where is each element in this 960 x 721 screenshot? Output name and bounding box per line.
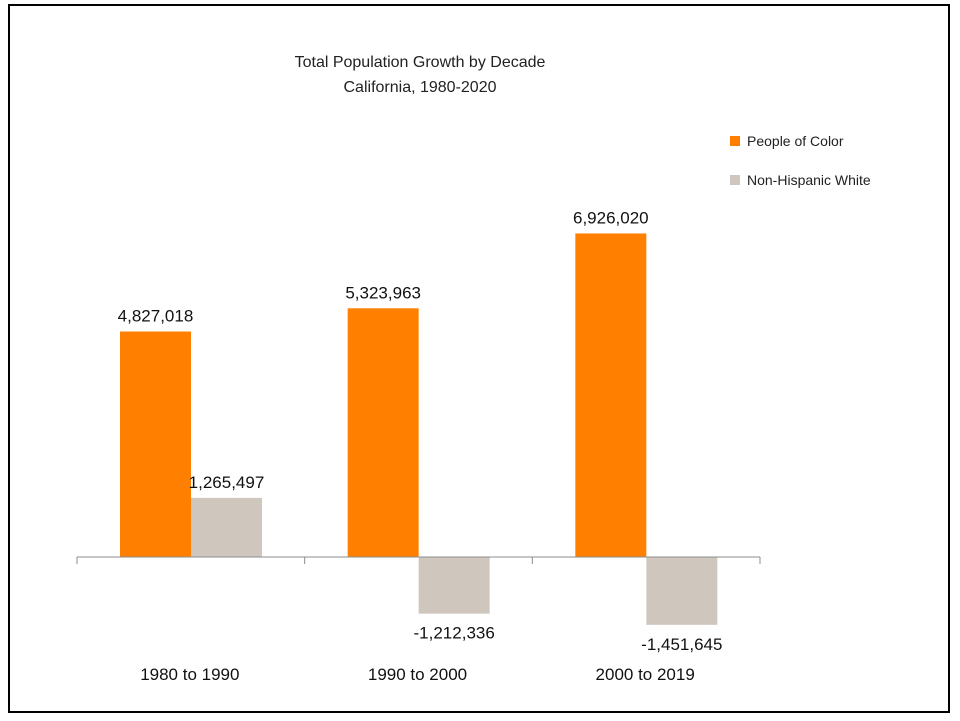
- data-label-non-hispanic-white-1: 1,265,497: [189, 473, 265, 492]
- bar-non-hispanic-white-3: [646, 557, 718, 625]
- data-label-people-of-color-2: 5,323,963: [345, 283, 421, 302]
- x-tick-label-1: 1980 to 1990: [140, 665, 239, 684]
- bar-people-of-color-3: [575, 233, 647, 557]
- data-label-non-hispanic-white-3: -1,451,645: [641, 635, 722, 654]
- data-labels-layer: 4,827,018 1,265,497 5,323,963 -1,212,336 6,9…: [118, 208, 723, 653]
- legend: People of Color Non-Hispanic White: [730, 133, 871, 188]
- population-growth-chart: Total Population Growth by Decade Califo…: [76, 54, 871, 684]
- data-label-people-of-color-3: 6,926,020: [573, 208, 649, 227]
- bar-non-hispanic-white-1: [191, 497, 262, 557]
- x-tick-label-2: 1990 to 2000: [368, 665, 467, 684]
- chart-subtitle: California, 1980-2020: [344, 79, 497, 96]
- bar-people-of-color-2: [347, 308, 419, 557]
- chart-frame: Total Population Growth by Decade Califo…: [8, 4, 950, 713]
- legend-swatch-non-hispanic-white: [730, 175, 740, 185]
- bar-non-hispanic-white-2: [418, 557, 490, 614]
- data-label-non-hispanic-white-2: -1,212,336: [414, 624, 495, 643]
- data-label-people-of-color-1: 4,827,018: [118, 307, 194, 326]
- bar-people-of-color-1: [120, 331, 191, 557]
- legend-label-people-of-color: People of Color: [747, 133, 844, 149]
- legend-label-non-hispanic-white: Non-Hispanic White: [747, 172, 871, 188]
- x-axis: 1980 to 1990 1990 to 2000 2000 to 2019: [76, 556, 761, 684]
- chart-title: Total Population Growth by Decade: [295, 54, 546, 71]
- legend-swatch-people-of-color: [730, 136, 740, 146]
- x-tick-label-3: 2000 to 2019: [596, 665, 695, 684]
- bars-layer: [120, 233, 718, 625]
